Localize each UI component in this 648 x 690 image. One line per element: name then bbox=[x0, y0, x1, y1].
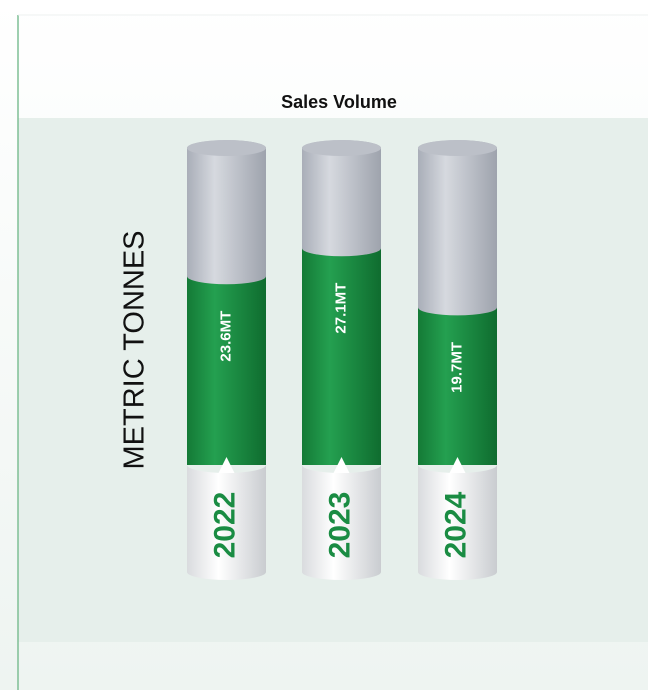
cylinder-top bbox=[187, 140, 266, 156]
category-label: 2024 bbox=[439, 491, 472, 558]
value-label: 19.7MT bbox=[448, 342, 465, 393]
bars: 23.6MT 2022 27.1MT 2023 19.7MT 2024 bbox=[187, 140, 497, 580]
cylinder-top bbox=[418, 140, 497, 156]
value-label: 27.1MT bbox=[332, 283, 349, 334]
category-label: 2023 bbox=[323, 492, 356, 559]
bar bbox=[187, 276, 266, 465]
cylinder-top bbox=[302, 140, 381, 156]
chart-title: Sales Volume bbox=[281, 92, 397, 112]
category-label: 2022 bbox=[208, 492, 241, 559]
value-label: 23.6MT bbox=[217, 311, 234, 362]
bar bbox=[302, 248, 381, 465]
y-axis-label: METRIC TONNES bbox=[119, 230, 151, 469]
chart: Sales Volume METRIC TONNES 23.6MT 2022 27.… bbox=[0, 0, 648, 690]
